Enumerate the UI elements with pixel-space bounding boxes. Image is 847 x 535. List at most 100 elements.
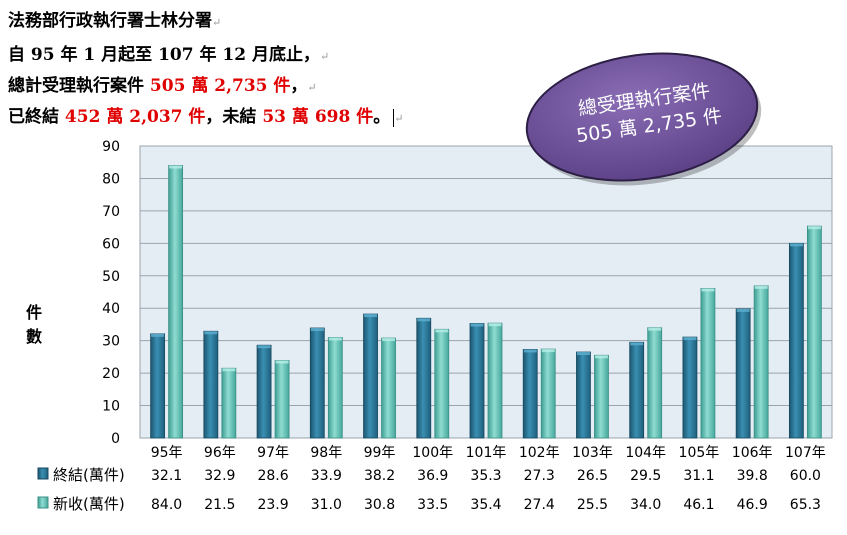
bar-new-12 — [806, 225, 822, 439]
legend-swatch-0 — [37, 467, 49, 480]
data-label: 29.5 — [630, 468, 661, 484]
x-tick-label: 100年 — [412, 445, 453, 461]
bar-new-0 — [168, 165, 184, 439]
y-tick-label: 0 — [111, 431, 120, 447]
x-tick-label: 107年 — [785, 445, 826, 461]
x-tick-label: 106年 — [732, 445, 773, 461]
intro-line-3: 總計受理執行案件 505 萬 2,735 件，↵ — [8, 76, 317, 96]
x-tick-label: 105年 — [679, 445, 720, 461]
bar-cap — [204, 331, 218, 335]
bar-cap — [382, 338, 396, 342]
open-cases-text: 53 萬 698 件 — [262, 107, 374, 127]
data-label: 39.8 — [737, 468, 768, 484]
bar-cap — [310, 328, 324, 332]
bar-closed-1 — [203, 330, 219, 439]
bar-closed-6 — [469, 323, 485, 439]
x-tick-label: 102年 — [519, 445, 560, 461]
legend-swatch-1 — [37, 496, 49, 509]
intro-line-1: 法務部行政執行署士林分署↵ — [8, 11, 222, 31]
bar-cap — [169, 165, 183, 169]
data-label: 46.1 — [683, 497, 714, 513]
bar-closed-9 — [629, 341, 645, 439]
x-tick-label: 99年 — [364, 445, 396, 461]
plot-area — [139, 145, 833, 439]
data-label: 31.0 — [311, 497, 342, 513]
bar-cap — [754, 285, 768, 289]
y-tick-label: 10 — [102, 399, 120, 415]
bar-cap — [151, 333, 165, 337]
data-label: 35.4 — [470, 497, 501, 513]
bar-closed-11 — [735, 308, 751, 439]
bar-cap — [364, 314, 378, 318]
x-tick-label: 96年 — [204, 445, 236, 461]
text-cursor — [393, 108, 395, 127]
bar-cap — [648, 327, 662, 331]
bar-cap — [807, 226, 821, 230]
data-label: 27.4 — [524, 497, 555, 513]
legend-label-0: 終結(萬件) — [53, 466, 125, 484]
y-tick-label: 80 — [102, 171, 120, 187]
bar-cap — [701, 288, 715, 292]
y-tick-label: 50 — [102, 269, 120, 285]
data-label: 32.9 — [204, 468, 235, 484]
y-tick-label: 90 — [102, 139, 120, 155]
data-label: 36.9 — [417, 468, 448, 484]
data-label: 28.6 — [257, 468, 288, 484]
data-label: 33.9 — [311, 468, 342, 484]
bar-cap — [630, 342, 644, 346]
data-label: 38.2 — [364, 468, 395, 484]
bar-new-9 — [647, 327, 663, 439]
bar-cap — [683, 337, 697, 341]
data-label: 30.8 — [364, 497, 395, 513]
data-label: 33.5 — [417, 497, 448, 513]
y-tick-label: 60 — [102, 236, 120, 252]
x-tick-label: 103年 — [572, 445, 613, 461]
y-tick-label: 20 — [102, 366, 120, 382]
x-tick-label: 97年 — [257, 445, 289, 461]
bar-closed-4 — [363, 313, 378, 439]
y-tick-label: 30 — [102, 334, 120, 350]
bar-new-3 — [327, 337, 343, 439]
data-label: 46.9 — [737, 497, 768, 513]
bar-cap — [328, 337, 342, 341]
bar-new-4 — [381, 337, 396, 439]
data-label: 34.0 — [630, 497, 661, 513]
y-tick-label: 70 — [102, 204, 120, 220]
x-tick-label: 95年 — [151, 445, 183, 461]
bar-cap — [222, 368, 236, 372]
data-label: 35.3 — [470, 468, 501, 484]
data-label: 84.0 — [151, 497, 182, 513]
bar-cap — [576, 352, 590, 356]
bar-closed-12 — [788, 242, 804, 439]
bar-cap — [275, 360, 289, 364]
bar-cap — [257, 345, 271, 349]
bar-new-5 — [434, 328, 450, 439]
bar-closed-5 — [416, 317, 432, 439]
bar-cap — [594, 355, 608, 359]
data-label: 26.5 — [577, 468, 608, 484]
bar-cap — [789, 243, 803, 247]
data-label: 23.9 — [257, 497, 288, 513]
bar-cap — [488, 323, 502, 327]
data-label: 21.5 — [204, 497, 235, 513]
bar-new-11 — [753, 285, 769, 439]
y-tick-label: 40 — [102, 301, 120, 317]
bar-cap — [470, 323, 484, 327]
y-axis-label: 件數 — [26, 303, 42, 346]
data-label: 60.0 — [790, 468, 821, 484]
bar-cap — [541, 349, 555, 353]
total-cases-text: 505 萬 2,735 件 — [149, 76, 291, 96]
x-tick-label: 98年 — [310, 445, 342, 461]
x-tick-label: 104年 — [625, 445, 666, 461]
bar-closed-0 — [150, 333, 166, 439]
closed-cases-text: 452 萬 2,037 件 — [64, 107, 206, 127]
bar-closed-8 — [576, 351, 591, 439]
bar-new-10 — [700, 288, 716, 439]
total-bubble: 總受理執行案件 505 萬 2,735 件 — [525, 52, 762, 186]
intro-line-4: 已終結 452 萬 2,037 件，未結 53 萬 698 件。 ↵ — [8, 107, 404, 127]
bar-closed-3 — [309, 327, 325, 439]
bar-new-2 — [274, 360, 290, 439]
bar-new-1 — [221, 367, 237, 439]
bar-closed-10 — [682, 336, 698, 439]
data-label: 31.1 — [683, 468, 714, 484]
